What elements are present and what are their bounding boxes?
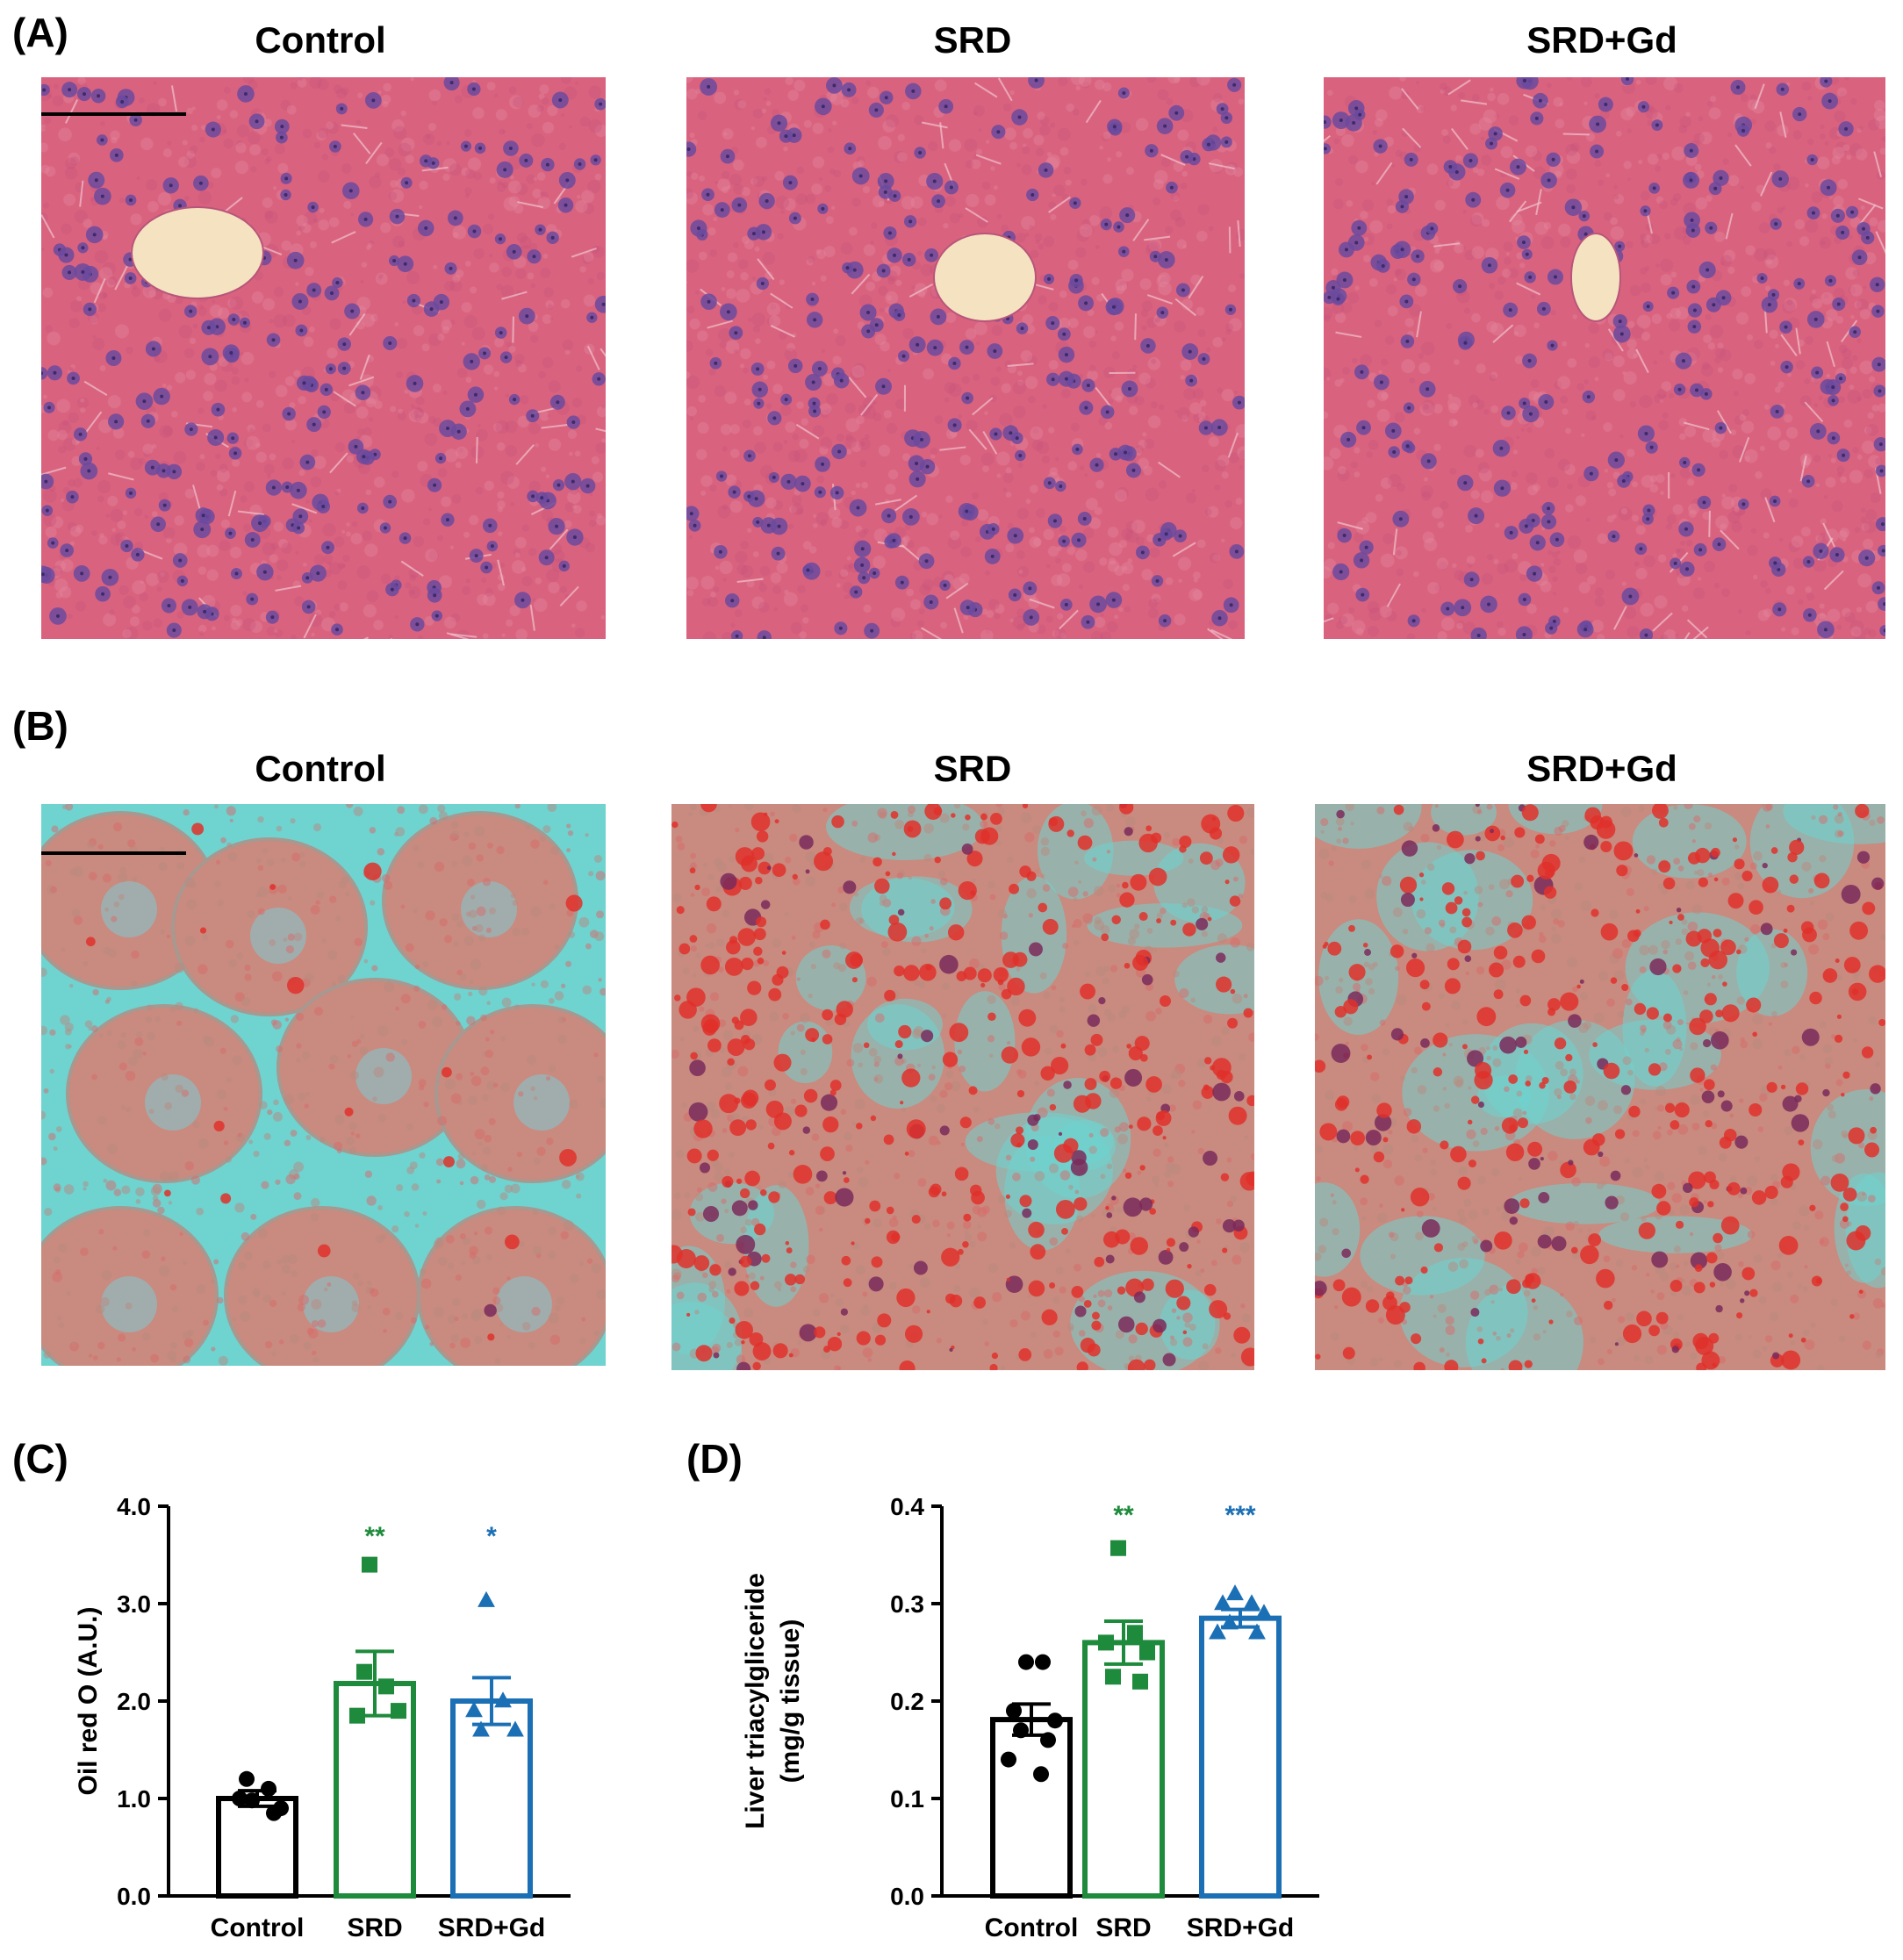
title-a-control: Control bbox=[255, 19, 386, 61]
panel-letter-a: (A) bbox=[12, 10, 68, 55]
y-axis-label: Oil red O (A.U.) bbox=[74, 1606, 103, 1795]
data-point bbox=[1248, 1623, 1266, 1640]
panel-letter-d: (D) bbox=[686, 1436, 743, 1482]
he-micrograph-control bbox=[41, 77, 606, 639]
data-point bbox=[239, 1770, 255, 1787]
panel-letter-b: (B) bbox=[12, 703, 68, 749]
y-tick-label: 1.0 bbox=[117, 1785, 151, 1813]
y-tick-label: 0.1 bbox=[890, 1785, 924, 1813]
data-point bbox=[1047, 1712, 1063, 1729]
y-tick-label: 0.2 bbox=[890, 1688, 924, 1715]
title-b-srd: SRD bbox=[933, 748, 1012, 789]
data-point bbox=[1221, 1613, 1239, 1630]
y-tick-label: 4.0 bbox=[117, 1493, 151, 1520]
data-point bbox=[1035, 1654, 1051, 1670]
data-point bbox=[1255, 1604, 1273, 1620]
data-point bbox=[362, 1556, 377, 1573]
data-point bbox=[1033, 1766, 1049, 1783]
y-tick-label: 0.3 bbox=[890, 1590, 924, 1618]
data-point bbox=[1018, 1654, 1034, 1670]
y-tick-label: 0.4 bbox=[890, 1493, 924, 1520]
category-label: SRD+Gd bbox=[438, 1913, 546, 1942]
category-label: SRD bbox=[1095, 1913, 1151, 1942]
significance-label: * bbox=[486, 1522, 497, 1551]
data-point bbox=[378, 1678, 394, 1695]
title-a-srd: SRD bbox=[933, 19, 1012, 61]
bar-control bbox=[990, 1717, 1073, 1899]
data-point bbox=[1110, 1540, 1126, 1556]
data-point bbox=[261, 1780, 276, 1797]
data-point bbox=[1013, 1722, 1029, 1739]
data-point bbox=[244, 1792, 260, 1809]
data-point bbox=[465, 1701, 483, 1718]
data-point bbox=[1226, 1584, 1244, 1601]
data-point bbox=[494, 1691, 512, 1708]
data-point bbox=[1132, 1673, 1148, 1690]
data-point bbox=[472, 1720, 490, 1737]
y-tick-label: 0.0 bbox=[890, 1883, 924, 1910]
data-point bbox=[1040, 1732, 1056, 1748]
title-b-srdgd: SRD+Gd bbox=[1526, 748, 1677, 789]
data-point bbox=[349, 1707, 365, 1724]
data-point bbox=[1209, 1623, 1226, 1640]
title-a-srdgd: SRD+Gd bbox=[1526, 19, 1677, 61]
data-point bbox=[506, 1720, 524, 1737]
panel-letter-c: (C) bbox=[12, 1436, 68, 1482]
y-axis-label: Liver triacylgliceride bbox=[741, 1573, 770, 1829]
data-point bbox=[391, 1703, 406, 1719]
bar-srd bbox=[1082, 1640, 1165, 1899]
oro-micrograph-srdgd bbox=[1315, 804, 1885, 1370]
y-axis-label: (mg/g tissue) bbox=[776, 1619, 805, 1784]
data-point bbox=[1001, 1751, 1016, 1768]
significance-label: ** bbox=[1113, 1501, 1134, 1530]
y-tick-label: 3.0 bbox=[117, 1590, 151, 1618]
data-point bbox=[266, 1805, 282, 1821]
data-point bbox=[1243, 1594, 1260, 1611]
oro-micrograph-control bbox=[41, 804, 606, 1366]
data-point bbox=[356, 1663, 372, 1680]
category-label: SRD bbox=[347, 1913, 402, 1942]
category-label: Control bbox=[211, 1913, 305, 1942]
y-tick-label: 0.0 bbox=[117, 1883, 151, 1910]
he-micrograph-srd bbox=[686, 77, 1245, 639]
data-point bbox=[478, 1590, 495, 1607]
data-point bbox=[1105, 1669, 1121, 1685]
he-micrograph-srdgd bbox=[1324, 77, 1885, 639]
chart-c: 0.0 1.0 2.0 3.0 4.0 Oil red O (A.U.) Control **… bbox=[0, 1475, 667, 1960]
significance-label: ** bbox=[364, 1522, 385, 1551]
y-tick-label: 2.0 bbox=[117, 1688, 151, 1715]
category-label: Control bbox=[985, 1913, 1079, 1942]
data-point bbox=[232, 1791, 248, 1806]
significance-label: *** bbox=[1224, 1501, 1255, 1530]
data-point bbox=[1214, 1594, 1232, 1611]
bar-srd-gd bbox=[1199, 1615, 1282, 1899]
category-label: SRD+Gd bbox=[1187, 1913, 1295, 1942]
chart-D-axes: 0.0 0.1 0.2 0.3 0.4 Liver triacylgliceride (mg… bbox=[741, 1493, 1319, 1910]
data-point bbox=[1098, 1634, 1114, 1651]
oro-micrograph-srd bbox=[671, 804, 1254, 1370]
chart-d: 0.0 0.1 0.2 0.3 0.4 Liver triacylgliceride (mg… bbox=[676, 1475, 1343, 1960]
data-point bbox=[1006, 1703, 1022, 1719]
data-point bbox=[1139, 1644, 1155, 1661]
data-point bbox=[1127, 1625, 1143, 1641]
title-b-control: Control bbox=[255, 748, 386, 789]
